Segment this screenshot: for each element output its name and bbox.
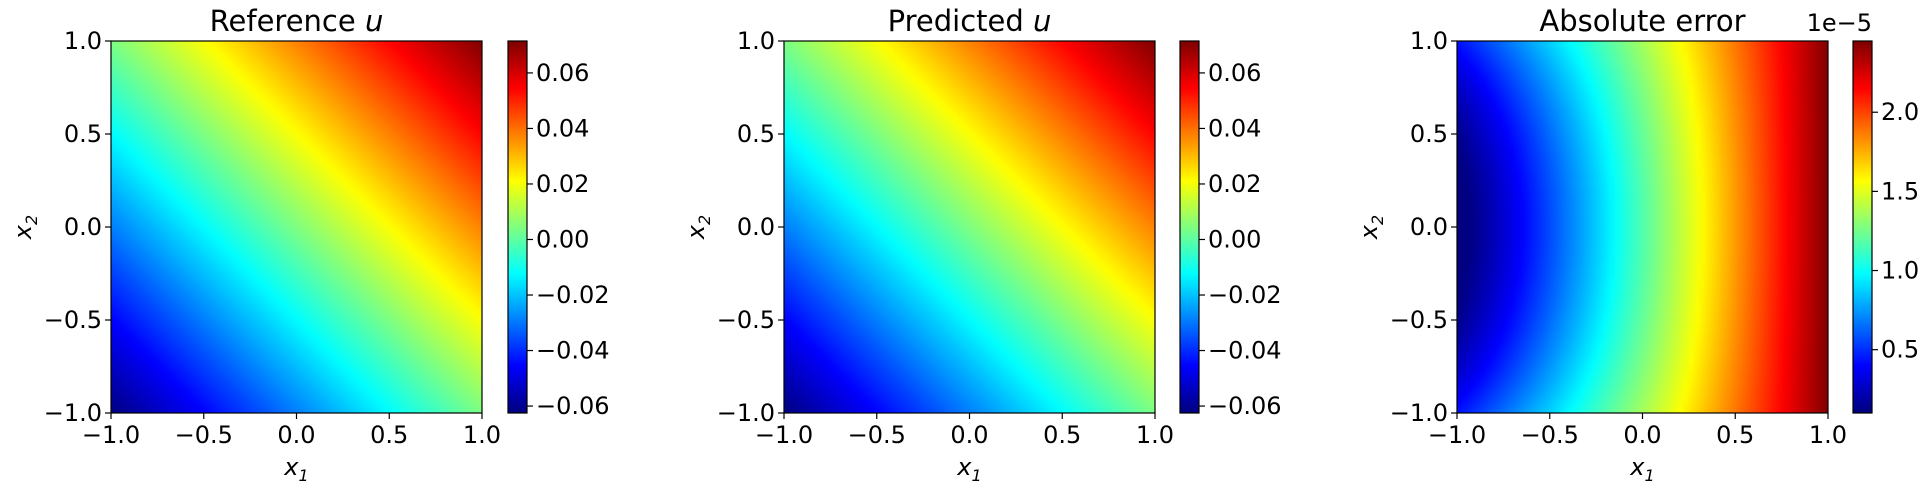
colorbar-tick-label: 1.0 xyxy=(1881,257,1919,285)
x-tick-label: −0.5 xyxy=(1521,421,1579,449)
colorbar-tick-label: −0.04 xyxy=(536,337,610,365)
x-tick-label: −1.0 xyxy=(755,421,813,449)
y-axis-label: x2 xyxy=(682,215,714,240)
x-tick-label: 0.0 xyxy=(277,421,315,449)
colorbar-gradient xyxy=(1853,41,1872,413)
colorbar-tick-label: 2.0 xyxy=(1881,98,1919,126)
y-tick-label: 0.0 xyxy=(64,213,102,241)
colorbar-tick-label: 0.02 xyxy=(536,170,589,198)
colorbar-tick-label: 0.04 xyxy=(536,114,589,142)
panel-3: −1.0 −0.5 0.0 0.5 1.0 −1.0 −0.5 0.0 0.5 1.0 x1 x2 Ab… xyxy=(1355,4,1919,484)
x-tick-label: 1.0 xyxy=(463,421,501,449)
colorbar-tick-label: 1.5 xyxy=(1881,177,1919,205)
colorbar-tick-label: 0.02 xyxy=(1208,170,1261,198)
panel-title: Reference u xyxy=(210,4,384,38)
y-tick-label: 0.5 xyxy=(1410,120,1448,148)
colorbar-frame xyxy=(507,40,528,414)
colorbar-frame xyxy=(1852,40,1873,414)
x-tick-label: −1.0 xyxy=(82,421,140,449)
colorbar-tick-label: −0.02 xyxy=(536,281,610,309)
heatmap-image xyxy=(111,41,482,413)
colorbar-tick-label: 0.06 xyxy=(536,59,589,87)
y-tick-label: 0.5 xyxy=(737,120,775,148)
x-axis-label: x1 xyxy=(1629,453,1654,484)
x-tick-label: 1.0 xyxy=(1136,421,1174,449)
y-tick-label: 1.0 xyxy=(1410,27,1448,55)
colorbar-gradient xyxy=(1180,41,1199,413)
y-tick-label: −1.0 xyxy=(1390,399,1448,427)
panel-title: Predicted u xyxy=(888,4,1052,38)
y-tick-label: −1.0 xyxy=(717,399,775,427)
y-tick-label: −0.5 xyxy=(1390,306,1448,334)
colorbar-tick-label: 0.5 xyxy=(1881,336,1919,364)
x-tick-label: 0.5 xyxy=(1043,421,1081,449)
colorbar-offset-text: 1e−5 xyxy=(1807,9,1872,37)
x-tick-label: −0.5 xyxy=(175,421,233,449)
y-tick-label: 0.0 xyxy=(737,213,775,241)
heatmap-image xyxy=(784,41,1155,413)
y-tick-label: 1.0 xyxy=(64,27,102,55)
colorbar-tick-label: −0.06 xyxy=(1208,392,1282,420)
x-tick-label: 1.0 xyxy=(1809,421,1847,449)
y-axis-label: x2 xyxy=(1355,215,1387,240)
y-tick-label: −0.5 xyxy=(44,306,102,334)
colorbar-tick-label: −0.06 xyxy=(536,392,610,420)
x-tick-label: 0.5 xyxy=(1716,421,1754,449)
colorbar-tick-label: 0.00 xyxy=(536,225,589,253)
colorbar-tick-label: −0.02 xyxy=(1208,281,1282,309)
colorbar-tick-label: −0.04 xyxy=(1208,337,1282,365)
x-tick-label: 0.0 xyxy=(1623,421,1661,449)
panel-1: −1.0 −0.5 0.0 0.5 1.0 −1.0 −0.5 0.0 0.5 1.0 x1 x2 Re… xyxy=(9,4,610,484)
y-axis-label: x2 xyxy=(9,215,41,240)
x-tick-label: 0.0 xyxy=(950,421,988,449)
panel-title: Absolute error xyxy=(1539,4,1745,38)
x-tick-label: 0.5 xyxy=(370,421,408,449)
y-tick-label: −0.5 xyxy=(717,306,775,334)
y-tick-label: 0.5 xyxy=(64,120,102,148)
colorbar-tick-label: 0.06 xyxy=(1208,59,1261,87)
colorbar-frame xyxy=(1179,40,1200,414)
y-tick-label: 1.0 xyxy=(737,27,775,55)
x-axis-label: x1 xyxy=(956,453,981,484)
colorbar-gradient xyxy=(508,41,527,413)
panel-2: −1.0 −0.5 0.0 0.5 1.0 −1.0 −0.5 0.0 0.5 1.0 x1 x2 Pr… xyxy=(682,4,1282,484)
colorbar-tick-label: 0.04 xyxy=(1208,114,1261,142)
colorbar-tick-label: 0.00 xyxy=(1208,225,1261,253)
y-tick-label: 0.0 xyxy=(1410,213,1448,241)
heatmap-image xyxy=(1457,41,1828,413)
y-tick-label: −1.0 xyxy=(44,399,102,427)
x-tick-label: −0.5 xyxy=(848,421,906,449)
x-tick-label: −1.0 xyxy=(1428,421,1486,449)
x-axis-label: x1 xyxy=(283,453,308,484)
